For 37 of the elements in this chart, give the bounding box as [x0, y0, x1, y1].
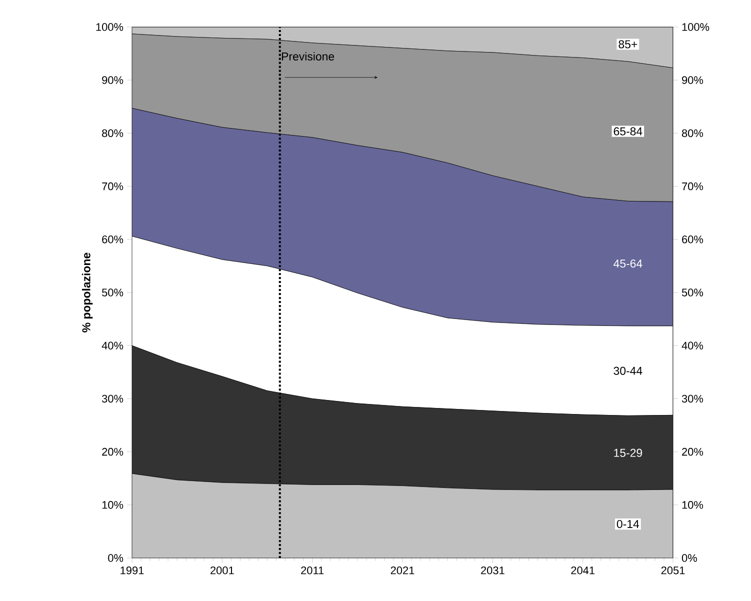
x-tick-label: 2001 — [210, 566, 234, 574]
y-tick-label: 10% — [102, 501, 124, 509]
y2-tick-label: 20% — [682, 448, 704, 456]
y-tick-label: 90% — [102, 76, 124, 84]
y2-tick-label: 80% — [682, 129, 704, 138]
series-label: 65-84 — [614, 127, 642, 136]
y-tick-label: 70% — [102, 182, 124, 190]
y-tick-label: 20% — [102, 448, 124, 456]
y-tick-label: 30% — [102, 394, 124, 403]
y-tick-label: 60% — [102, 236, 124, 244]
x-tick-label: 2021 — [390, 566, 414, 574]
series-label: 45-64 — [614, 260, 642, 268]
y-tick-label: 50% — [102, 288, 124, 296]
y2-tick-label: 40% — [682, 342, 704, 350]
y-tick-label: 40% — [102, 342, 124, 350]
x-tick-label: 2051 — [661, 566, 685, 574]
series-label: 0-14 — [616, 520, 640, 528]
series-label: 15-29 — [614, 448, 642, 457]
y-tick-label: 0% — [108, 554, 124, 562]
x-tick-label: 2031 — [481, 566, 504, 574]
y2-tick-label: 100% — [682, 23, 710, 31]
y2-tick-label: 70% — [682, 182, 704, 190]
x-tick-label: 2041 — [571, 566, 594, 574]
y-axis-title: % popolazione — [82, 252, 93, 332]
y2-tick-label: 90% — [682, 76, 704, 84]
y-tick-label: 100% — [96, 23, 124, 31]
y-tick-label: 80% — [102, 129, 124, 138]
series-label: 85+ — [618, 40, 638, 48]
y2-tick-label: 10% — [682, 501, 704, 509]
series-label: 30-44 — [614, 366, 642, 375]
x-tick-label: 1991 — [120, 566, 144, 574]
x-tick-label: 2011 — [301, 566, 324, 574]
y2-tick-label: 50% — [682, 288, 704, 296]
y2-tick-label: 60% — [682, 236, 704, 244]
ref-line-label: Previsione — [282, 52, 334, 60]
y2-tick-label: 30% — [682, 394, 704, 403]
y2-tick-label: 0% — [682, 554, 697, 562]
